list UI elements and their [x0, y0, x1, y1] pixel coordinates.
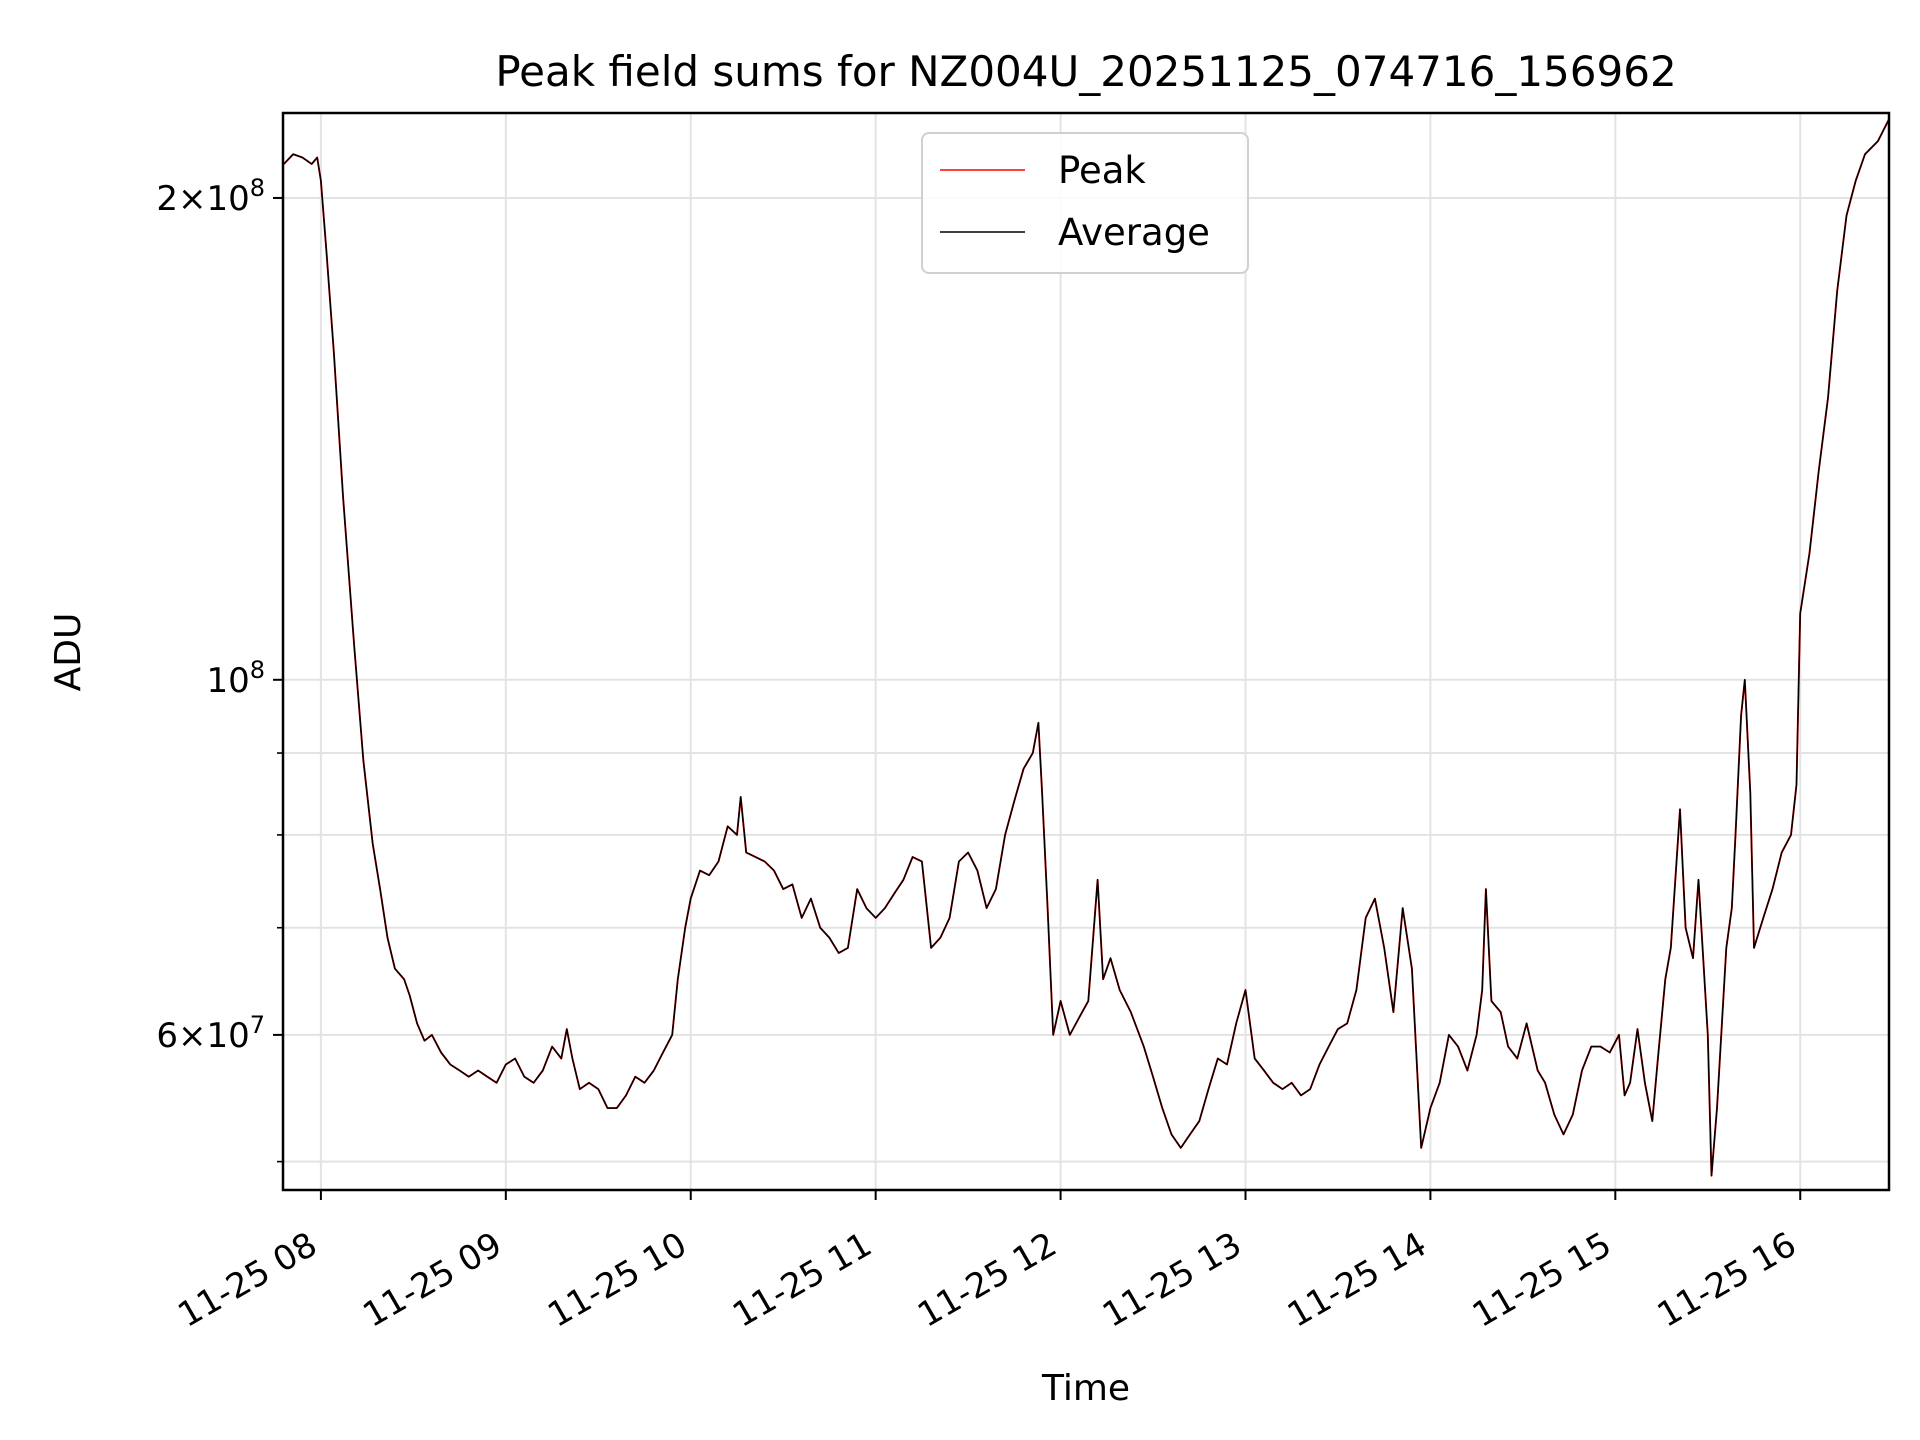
series-lines	[283, 118, 1890, 1177]
legend-box	[921, 132, 1249, 274]
y-tick-label: 6×107	[156, 1011, 265, 1056]
legend-label-average: Average	[1058, 211, 1210, 254]
y-tick-label: 2×108	[156, 174, 265, 219]
series-line-average	[283, 118, 1890, 1177]
chart-title: Peak field sums for NZ004U_20251125_0747…	[495, 47, 1676, 96]
y-tick-label: 108	[206, 656, 265, 701]
plot-frame	[281, 111, 1891, 1192]
legend-label-peak: Peak	[1058, 149, 1146, 192]
x-axis-label: Time	[1041, 1368, 1130, 1409]
y-axis-label: ADU	[48, 613, 89, 692]
grid	[283, 113, 1889, 1190]
legend: Peak Average	[921, 132, 1249, 274]
